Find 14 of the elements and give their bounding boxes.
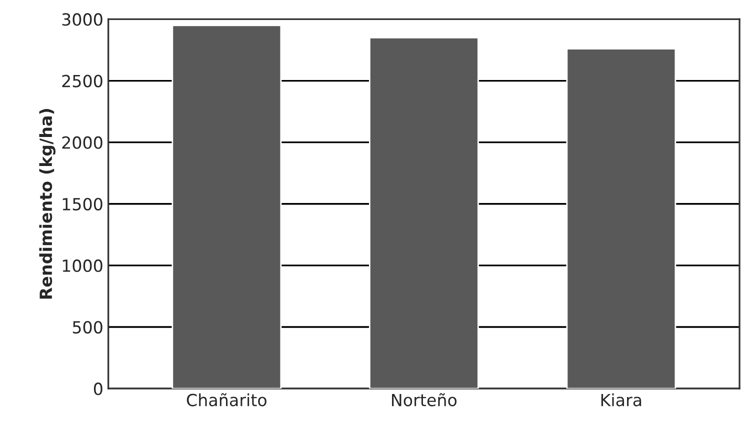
x-tick-label: Norteño <box>392 393 457 406</box>
y-tick-label: 3000 <box>62 13 102 26</box>
y-tick-label: 0 <box>94 382 102 396</box>
y-tick-label: 2500 <box>62 74 102 88</box>
y-tick-label: 500 <box>72 320 102 334</box>
y-tick-label: 1500 <box>62 198 102 210</box>
x-tick-label: Chañarito <box>186 393 266 406</box>
y-axis-title: Rendimiento (kg/ha) <box>39 109 56 299</box>
bar <box>566 48 676 389</box>
bar <box>172 24 282 389</box>
bar <box>368 36 479 389</box>
x-tick-label: Kiara <box>601 393 642 406</box>
y-tick-label: 1000 <box>62 259 102 272</box>
y-tick-label: 2000 <box>62 136 102 149</box>
